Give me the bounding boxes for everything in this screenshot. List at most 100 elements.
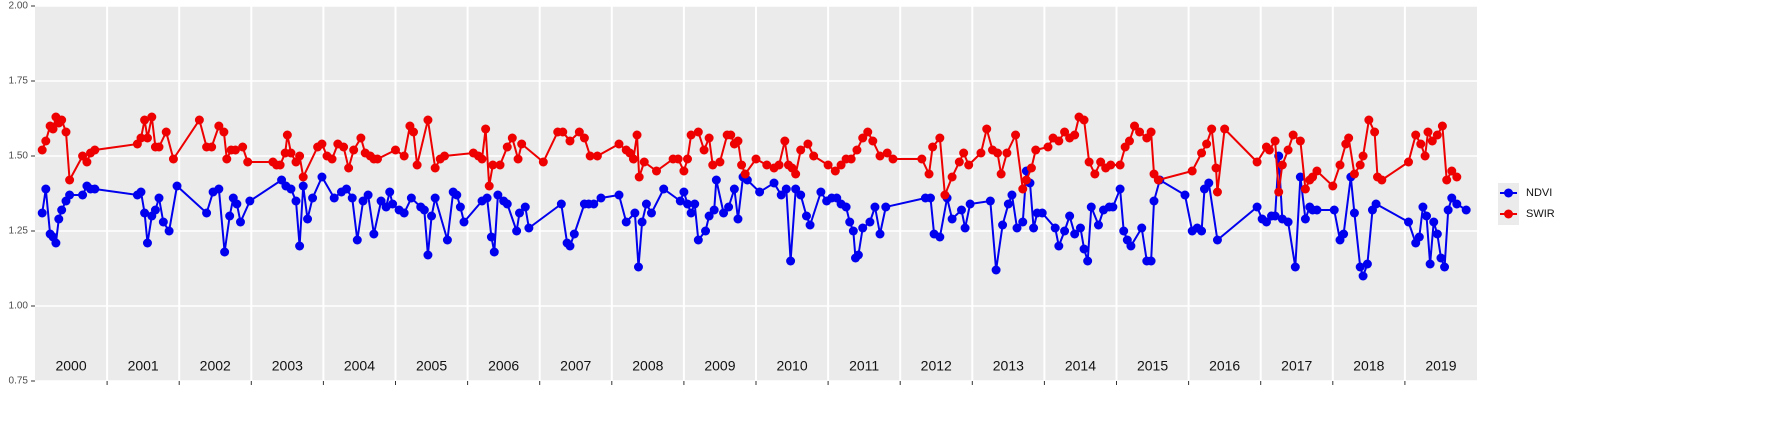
- point: [875, 229, 885, 239]
- point: [1054, 136, 1064, 146]
- point: [339, 142, 349, 152]
- point: [57, 115, 67, 125]
- point: [1418, 202, 1428, 212]
- legend-label: SWIR: [1526, 208, 1555, 220]
- point: [614, 139, 624, 149]
- point: [888, 154, 898, 164]
- point: [347, 193, 357, 203]
- point: [715, 157, 725, 167]
- point: [579, 133, 589, 143]
- point: [1443, 205, 1453, 215]
- point: [406, 193, 416, 203]
- point: [235, 217, 245, 227]
- point: [1197, 148, 1207, 158]
- year-label: 2018: [1353, 358, 1384, 374]
- year-label: 2009: [704, 358, 735, 374]
- point: [147, 112, 157, 122]
- year-label: 2013: [993, 358, 1024, 374]
- point: [158, 217, 168, 227]
- point: [641, 199, 651, 209]
- point: [372, 154, 382, 164]
- point: [37, 208, 47, 218]
- point: [686, 130, 696, 140]
- point: [991, 265, 1001, 275]
- point: [701, 226, 711, 236]
- point: [769, 178, 779, 188]
- point: [960, 223, 970, 233]
- point: [592, 151, 602, 161]
- point: [1312, 205, 1322, 215]
- point: [565, 241, 575, 251]
- point: [54, 214, 64, 224]
- point: [858, 133, 868, 143]
- point: [1364, 115, 1374, 125]
- point: [633, 262, 643, 272]
- point: [1404, 157, 1414, 167]
- point: [517, 139, 527, 149]
- point: [982, 124, 992, 134]
- point: [585, 151, 595, 161]
- point: [1288, 130, 1298, 140]
- point: [1295, 136, 1305, 146]
- year-label: 2000: [55, 358, 86, 374]
- point: [786, 256, 796, 266]
- point: [136, 187, 146, 197]
- point: [964, 160, 974, 170]
- point: [959, 148, 969, 158]
- point: [230, 145, 240, 155]
- point: [1153, 175, 1163, 185]
- point: [275, 160, 285, 170]
- point: [740, 169, 750, 179]
- point: [791, 169, 801, 179]
- point: [140, 208, 150, 218]
- point: [1355, 160, 1365, 170]
- point: [1328, 181, 1338, 191]
- point: [207, 142, 217, 152]
- point: [1065, 211, 1075, 221]
- point: [630, 208, 640, 218]
- point: [709, 205, 719, 215]
- point: [621, 217, 631, 227]
- point: [477, 154, 487, 164]
- point: [1370, 127, 1380, 137]
- point: [565, 136, 575, 146]
- point: [1060, 226, 1070, 236]
- year-label: 2019: [1425, 358, 1456, 374]
- point: [427, 211, 437, 221]
- point: [646, 208, 656, 218]
- point: [693, 127, 703, 137]
- point: [452, 190, 462, 200]
- point: [78, 190, 88, 200]
- point: [637, 217, 647, 227]
- point: [845, 217, 855, 227]
- point: [1344, 133, 1354, 143]
- point: [1119, 226, 1129, 236]
- point: [1270, 211, 1280, 221]
- point: [1029, 223, 1039, 233]
- point: [1212, 187, 1222, 197]
- point: [632, 130, 642, 140]
- point: [935, 133, 945, 143]
- point: [614, 190, 624, 200]
- point: [1436, 253, 1446, 263]
- point: [1423, 127, 1433, 137]
- point: [1461, 205, 1471, 215]
- y-tick-label: 0.75: [9, 376, 29, 387]
- point: [1212, 235, 1222, 245]
- point: [704, 211, 714, 221]
- point: [1452, 172, 1462, 182]
- point: [1207, 124, 1217, 134]
- point: [214, 121, 224, 131]
- point: [1447, 166, 1457, 176]
- point: [679, 166, 689, 176]
- point: [1037, 208, 1047, 218]
- year-label: 2017: [1281, 358, 1312, 374]
- point: [776, 190, 786, 200]
- point: [940, 190, 950, 200]
- point: [925, 193, 935, 203]
- y-tick-label: 1.50: [9, 151, 29, 162]
- point: [762, 160, 772, 170]
- year-label: 2008: [632, 358, 663, 374]
- point: [440, 151, 450, 161]
- point: [502, 142, 512, 152]
